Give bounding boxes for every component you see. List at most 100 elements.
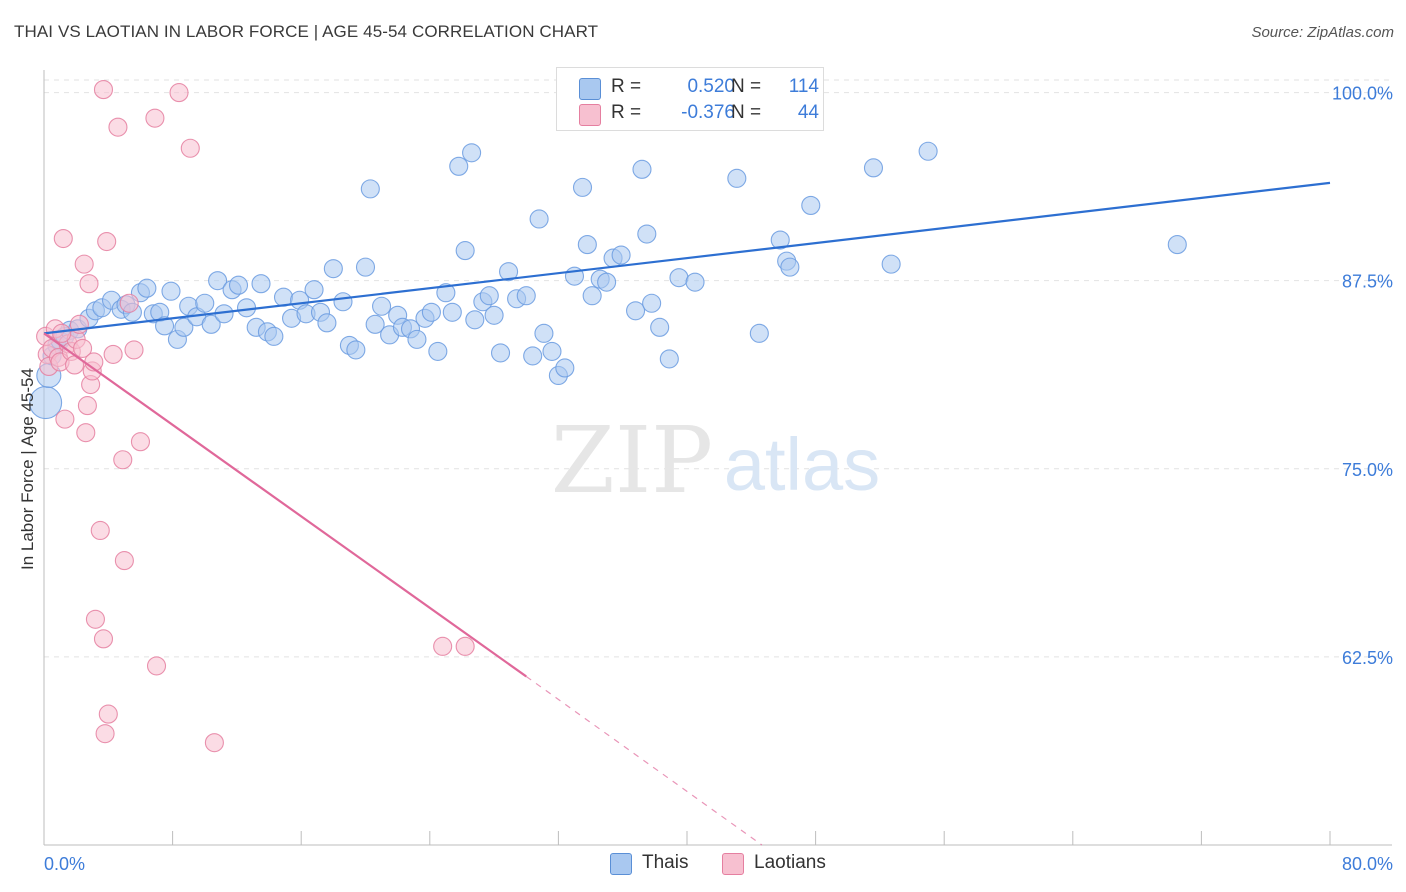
thai-point — [685, 272, 705, 292]
tick-labels: 62.5% 75.0% 87.5% 100.0% 0.0% 80.0% — [44, 84, 1393, 874]
thai-point — [449, 156, 469, 176]
r-value: 0.520 — [687, 76, 735, 97]
thai-point — [455, 241, 475, 261]
laotian-point — [53, 228, 73, 249]
x-tick-label: 0.0% — [44, 854, 85, 874]
thai-point — [555, 358, 575, 378]
thai-point — [632, 159, 652, 179]
thai-point — [251, 274, 271, 294]
laotian-point — [73, 338, 93, 358]
thai-point — [626, 301, 646, 321]
laotian-point — [90, 520, 110, 541]
thai-point — [195, 293, 215, 313]
laotian-point — [79, 274, 99, 294]
laotian-point — [77, 396, 97, 416]
laotian-point — [74, 254, 94, 274]
y-axis-label: In Labor Force | Age 45-54 — [18, 368, 37, 570]
x-tick-label: 80.0% — [1342, 854, 1393, 874]
thai-point — [228, 275, 249, 295]
laotian-point — [146, 656, 167, 676]
laotian-point — [113, 450, 133, 470]
thai-point — [642, 293, 662, 313]
thai-point — [523, 346, 543, 366]
watermark: ZIP atlas — [551, 407, 880, 514]
laotians-swatch — [722, 853, 744, 875]
thai-point — [407, 329, 427, 349]
thai-point — [462, 143, 482, 163]
laotian-point — [114, 551, 134, 571]
y-tick-label: 100.0% — [1332, 84, 1393, 104]
legend-label: Laotians — [754, 852, 826, 873]
thai-point — [304, 280, 324, 300]
laotian-point — [433, 636, 453, 656]
axes — [43, 70, 1392, 846]
thai-point — [669, 268, 689, 288]
thai-trend-line — [43, 181, 1331, 335]
thai-point — [264, 326, 284, 346]
n-label: N = — [731, 76, 762, 97]
thai-point — [346, 340, 366, 360]
chart-title: THAI VS LAOTIAN IN LABOR FORCE | AGE 45-… — [14, 22, 599, 41]
laotian-point — [455, 636, 475, 656]
laotian-point — [130, 432, 150, 452]
thai-point — [355, 257, 376, 277]
laotian-point — [93, 80, 114, 100]
thai-point — [529, 209, 549, 229]
thai-point — [333, 292, 353, 312]
laotian-point — [93, 629, 114, 649]
thai-point — [770, 230, 790, 250]
thai-point — [137, 278, 157, 298]
laotian-point — [169, 83, 189, 103]
thai-point — [577, 235, 597, 255]
thai-point — [201, 314, 221, 334]
laotian-trend-extension — [525, 675, 763, 846]
laotian-point — [76, 423, 96, 443]
thai-point — [582, 286, 602, 306]
laotian-point — [124, 340, 144, 360]
y-tick-label: 62.5% — [1342, 648, 1393, 668]
laotian-point — [95, 724, 115, 744]
n-value: 114 — [788, 76, 819, 97]
thai-point — [637, 224, 657, 244]
thai-point — [421, 302, 441, 322]
watermark-atlas: atlas — [724, 423, 880, 506]
source-credit: Source: ZipAtlas.com — [1251, 24, 1394, 41]
grid-lines — [44, 79, 1392, 658]
thai-point — [161, 281, 181, 301]
thai-point — [918, 141, 938, 161]
thai-point — [490, 343, 511, 363]
thai-point — [436, 283, 456, 303]
data-points — [29, 80, 1187, 753]
thai-point — [611, 245, 631, 265]
laotian-point — [103, 344, 123, 364]
n-value: 44 — [797, 102, 819, 123]
laotian-trend-line — [43, 332, 527, 678]
laotian-point — [85, 609, 105, 629]
thai-point — [749, 323, 769, 343]
legend-label: Thais — [642, 852, 689, 873]
thai-point — [542, 341, 562, 361]
r-label: R = — [611, 76, 642, 97]
thai-point — [465, 310, 485, 330]
y-tick-label: 87.5% — [1342, 272, 1393, 292]
thai-point — [881, 254, 901, 274]
stats-legend: R = 0.520 N = 114 R = -0.376 N = 44 — [556, 67, 824, 131]
thai-point — [484, 305, 504, 325]
thai-point — [727, 168, 747, 188]
n-label: N = — [731, 102, 762, 123]
thai-point — [1167, 235, 1187, 255]
thai-point — [650, 317, 670, 337]
laotian-point — [204, 733, 224, 753]
thai-point — [236, 298, 257, 318]
thai-point — [801, 195, 821, 215]
laotian-point — [52, 323, 72, 343]
laotian-point — [108, 117, 128, 137]
thai-point — [597, 272, 617, 292]
thai-point — [572, 177, 593, 197]
thai-point — [659, 349, 679, 369]
laotian-point — [97, 232, 117, 252]
laotians-swatch — [579, 104, 601, 126]
thai-point — [360, 179, 380, 199]
y-tick-label: 75.0% — [1342, 460, 1393, 480]
